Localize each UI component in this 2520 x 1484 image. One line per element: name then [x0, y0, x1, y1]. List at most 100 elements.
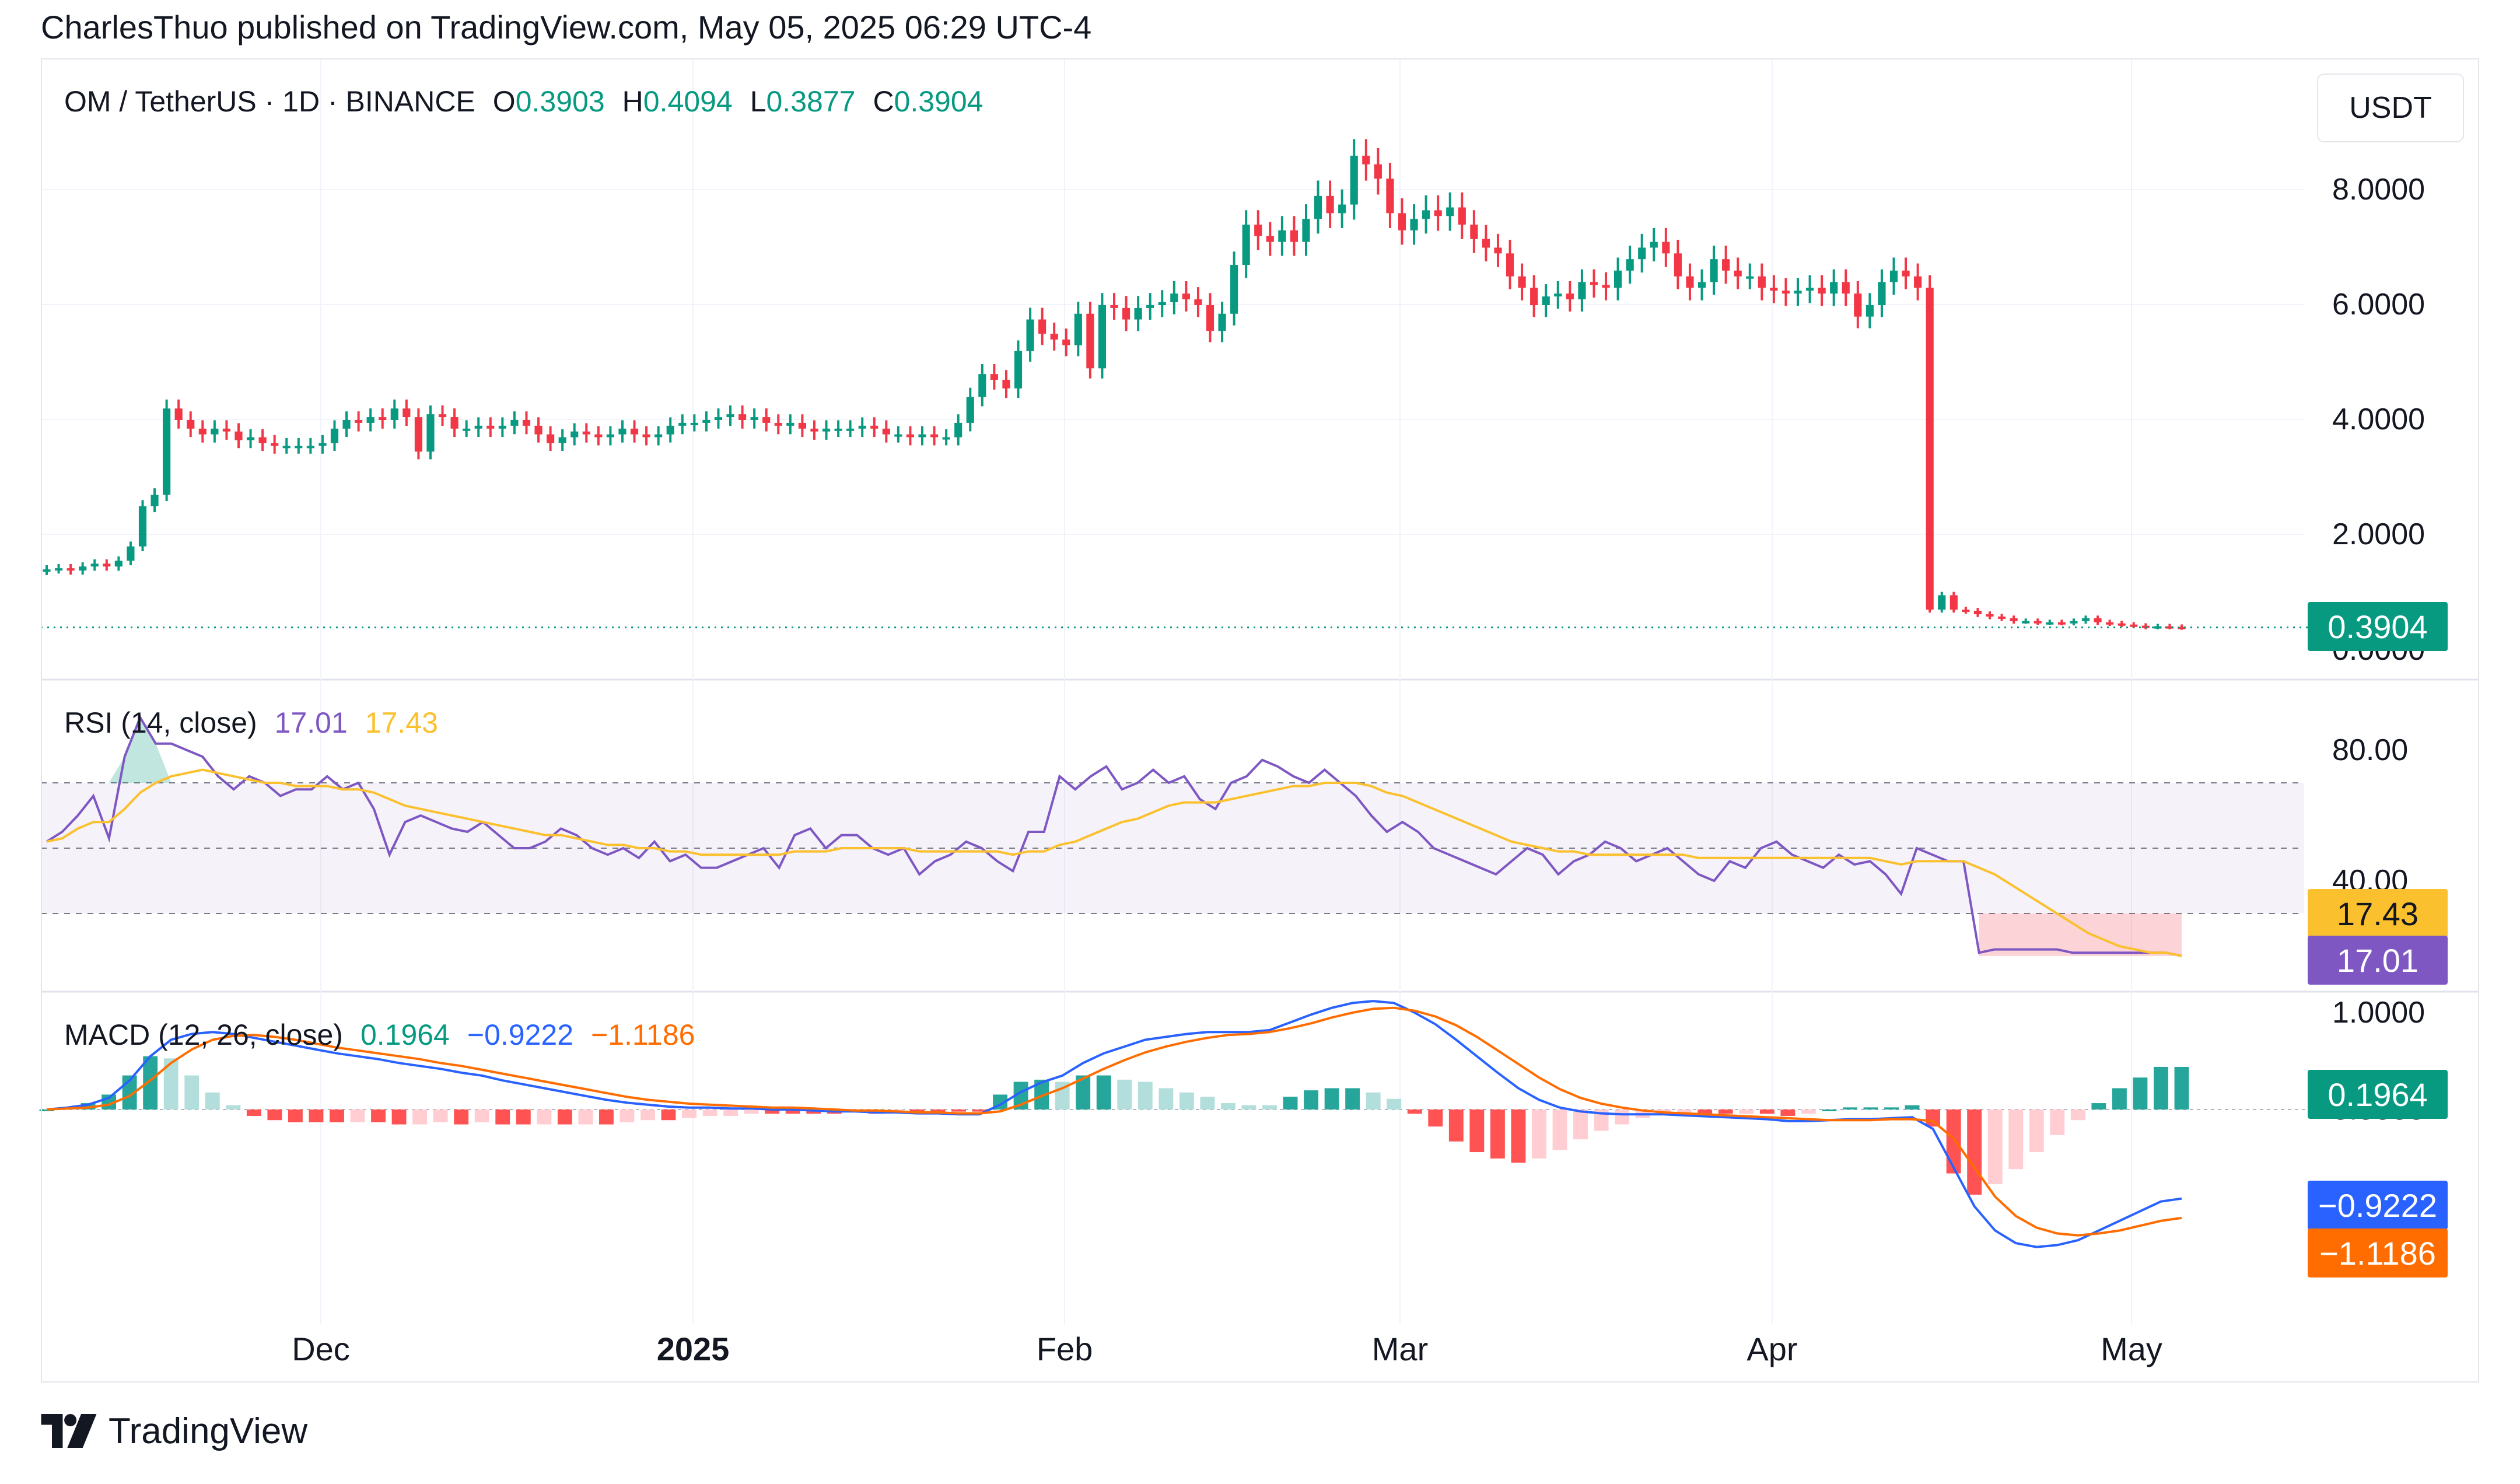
macd-histogram-bar [765, 1110, 780, 1114]
candle-body [379, 417, 387, 420]
macd-histogram-bar [1345, 1088, 1360, 1110]
macd-title[interactable]: MACD (12, 26, close) [64, 1019, 343, 1051]
candle-body [211, 428, 219, 435]
candle-body [438, 414, 447, 418]
rsi-badge: 17.01 [2308, 936, 2448, 985]
candle-body [1518, 276, 1526, 288]
macd-histogram-bar [1946, 1110, 1961, 1174]
candle-body [1122, 307, 1130, 320]
macd-histogram-bar [682, 1110, 696, 1118]
candle-body [150, 495, 159, 506]
macd-histogram-bar [578, 1110, 593, 1125]
rsi-line [46, 715, 2182, 957]
candle-body [666, 425, 674, 435]
macd-histogram-bar [1096, 1075, 1111, 1110]
candle-body [1290, 230, 1298, 242]
currency-button[interactable]: USDT [2317, 74, 2464, 142]
candle-body [66, 568, 75, 571]
tradingview-logo-icon [41, 1414, 97, 1448]
open-value: 0.3903 [515, 85, 605, 118]
candle-body [1746, 276, 1754, 279]
candle-body [498, 425, 506, 429]
macd-histogram-bar [1490, 1110, 1505, 1158]
candle-body [858, 425, 866, 429]
candle-body [235, 431, 243, 440]
candle-body [510, 420, 519, 426]
candle-body [487, 425, 495, 429]
candle-body [1997, 616, 2006, 619]
symbol-title[interactable]: OM / TetherUS · 1D · BINANCE [64, 85, 475, 118]
macd-histogram-bar [1158, 1088, 1174, 1110]
macd-histogram-bar [1676, 1110, 1692, 1114]
macd-histogram-bar [1428, 1110, 1443, 1127]
rsi-overbought-fill [108, 718, 172, 783]
macd-pane [39, 1000, 2308, 1248]
candle-body [114, 561, 123, 567]
candle-body [534, 425, 542, 435]
time-label-may: May [2101, 1331, 2162, 1367]
candle-body [1338, 204, 1346, 214]
rsi-tick-80: 80.00 [2332, 733, 2409, 767]
rsi-pane [41, 715, 2304, 957]
candle-body [1470, 225, 1478, 239]
candle-body [1938, 595, 1946, 610]
candle-body [522, 420, 531, 426]
candle-body [1482, 239, 1490, 248]
candle-body [1182, 293, 1190, 300]
candle-body [1002, 380, 1010, 388]
candle-body [990, 374, 998, 380]
macd-histogram-bar [537, 1110, 552, 1125]
candle-body [282, 446, 290, 449]
candle-body [1014, 351, 1023, 388]
candle-body [1794, 290, 1802, 294]
candle-body [654, 434, 663, 438]
signal-line [46, 1006, 2182, 1237]
macd-histogram-bar [1304, 1090, 1319, 1110]
macd-histogram-bar [1511, 1110, 1526, 1163]
candle-body [246, 437, 255, 440]
candle-body [1302, 219, 1310, 242]
candle-body [1854, 293, 1862, 317]
candle-body [750, 417, 758, 420]
candle-body [2081, 618, 2090, 621]
candle-body [1506, 253, 1514, 276]
candle-body [547, 434, 555, 443]
macd-histogram-bar [1822, 1110, 1837, 1111]
macd-histogram-bar [2133, 1077, 2148, 1110]
candle-body [187, 420, 195, 429]
candle-body [630, 428, 639, 435]
candle-body [1866, 305, 1874, 317]
macd-line-value: −0.9222 [467, 1019, 574, 1051]
candle-body [702, 420, 710, 423]
candle-body [355, 420, 363, 423]
candle-body [1662, 242, 1670, 254]
candle-body [198, 428, 206, 435]
macd-histogram-bar [1573, 1110, 1588, 1140]
candle-body [2010, 618, 2018, 621]
candle-body [163, 408, 171, 495]
macd-histogram-bar [1552, 1110, 1567, 1150]
candle-body [1686, 276, 1694, 288]
candle-body [222, 428, 231, 432]
macd-histogram-bar [930, 1110, 946, 1112]
candle-body [390, 408, 398, 420]
candle-body [906, 434, 915, 438]
candlestick-series [41, 139, 2308, 630]
candle-body [978, 374, 986, 397]
tradingview-logo[interactable]: TradingView [41, 1410, 307, 1451]
candle-body [1878, 282, 1886, 305]
candle-body [954, 422, 963, 438]
rsi-title[interactable]: RSI (14, close) [64, 706, 257, 739]
candle-body [138, 506, 147, 547]
candle-body [822, 428, 831, 432]
candle-body [330, 428, 339, 443]
macd-histogram-bar [2091, 1103, 2106, 1110]
candle-body [726, 414, 734, 418]
macd-histogram-bar [391, 1110, 407, 1125]
macd-histogram-bar [350, 1110, 365, 1122]
candle-body [1650, 242, 1658, 248]
candle-body [2165, 626, 2174, 629]
candle-body [1530, 288, 1538, 305]
macd-histogram-bar [951, 1110, 966, 1112]
